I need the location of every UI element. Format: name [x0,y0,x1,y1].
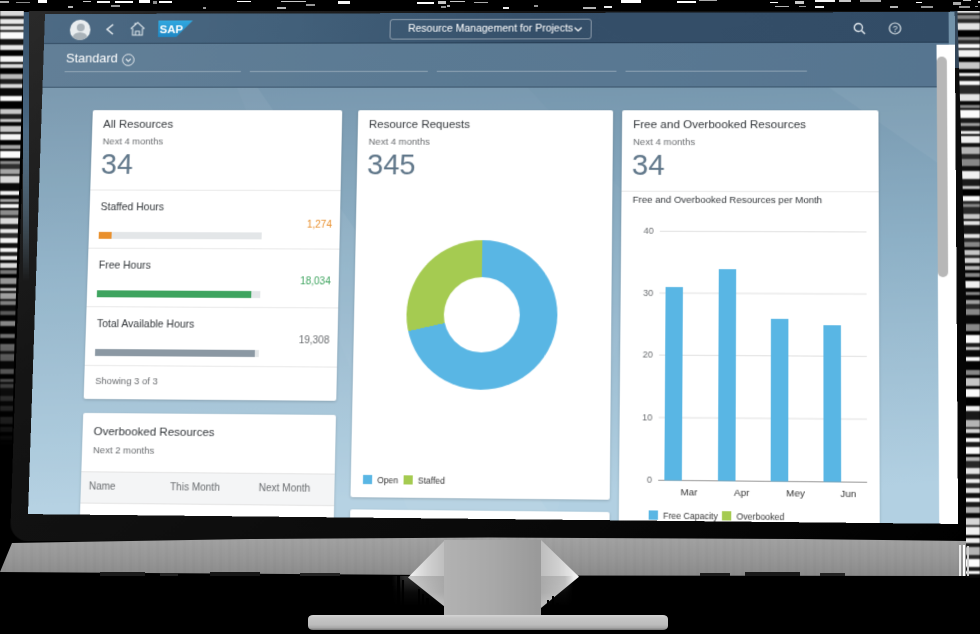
svg-text:30: 30 [643,288,653,298]
svg-text:?: ? [893,25,898,34]
svg-text:0: 0 [647,475,652,486]
svg-text:40: 40 [644,226,654,236]
svg-text:Mar: Mar [681,487,698,498]
svg-text:Apr: Apr [734,488,749,499]
svg-text:Mey: Mey [786,488,805,499]
svg-text:SAP: SAP [159,24,183,36]
svg-text:Jun: Jun [840,489,856,500]
svg-text:10: 10 [642,412,652,423]
svg-text:20: 20 [643,350,653,360]
